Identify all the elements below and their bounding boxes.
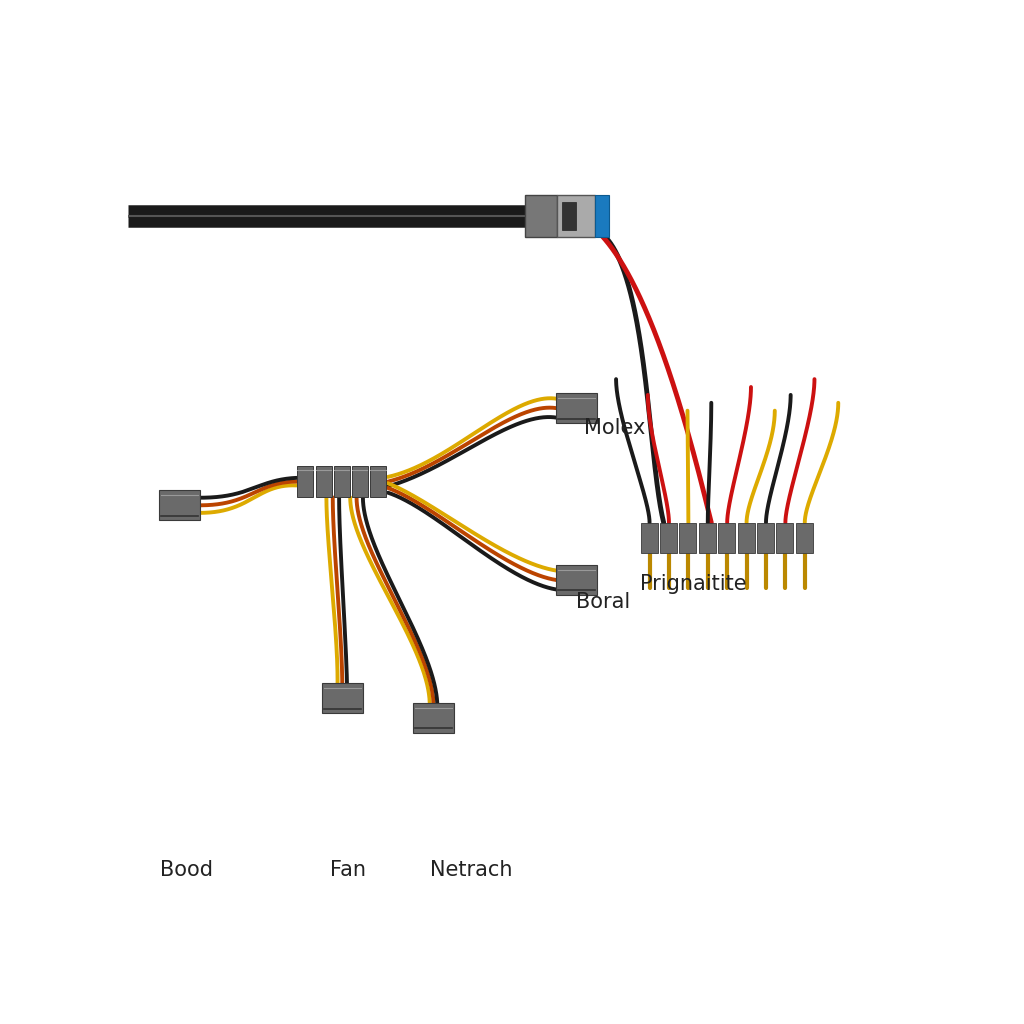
Text: Fan: Fan (331, 860, 367, 880)
Bar (595, 195, 609, 238)
Text: Netrach: Netrach (430, 860, 512, 880)
Bar (757, 522, 774, 553)
Bar (334, 466, 350, 498)
Bar (297, 466, 313, 498)
Bar (322, 683, 362, 714)
Text: Bood: Bood (160, 860, 213, 880)
Bar (352, 466, 368, 498)
Bar (660, 522, 677, 553)
Bar (556, 393, 597, 423)
Text: Molex: Molex (585, 419, 646, 438)
Bar (737, 522, 755, 553)
Bar (159, 490, 201, 520)
Bar (524, 195, 557, 238)
Bar (641, 522, 657, 553)
Bar (556, 565, 597, 595)
Text: Boral: Boral (577, 592, 631, 611)
Bar (371, 466, 386, 498)
Bar (562, 202, 577, 230)
Bar (315, 466, 332, 498)
Bar (698, 522, 716, 553)
Bar (680, 522, 696, 553)
Text: Prignaitite: Prignaitite (640, 573, 746, 594)
Bar (413, 703, 455, 733)
Bar (796, 522, 813, 553)
Bar (776, 522, 794, 553)
Bar (556, 195, 595, 238)
Bar (718, 522, 735, 553)
